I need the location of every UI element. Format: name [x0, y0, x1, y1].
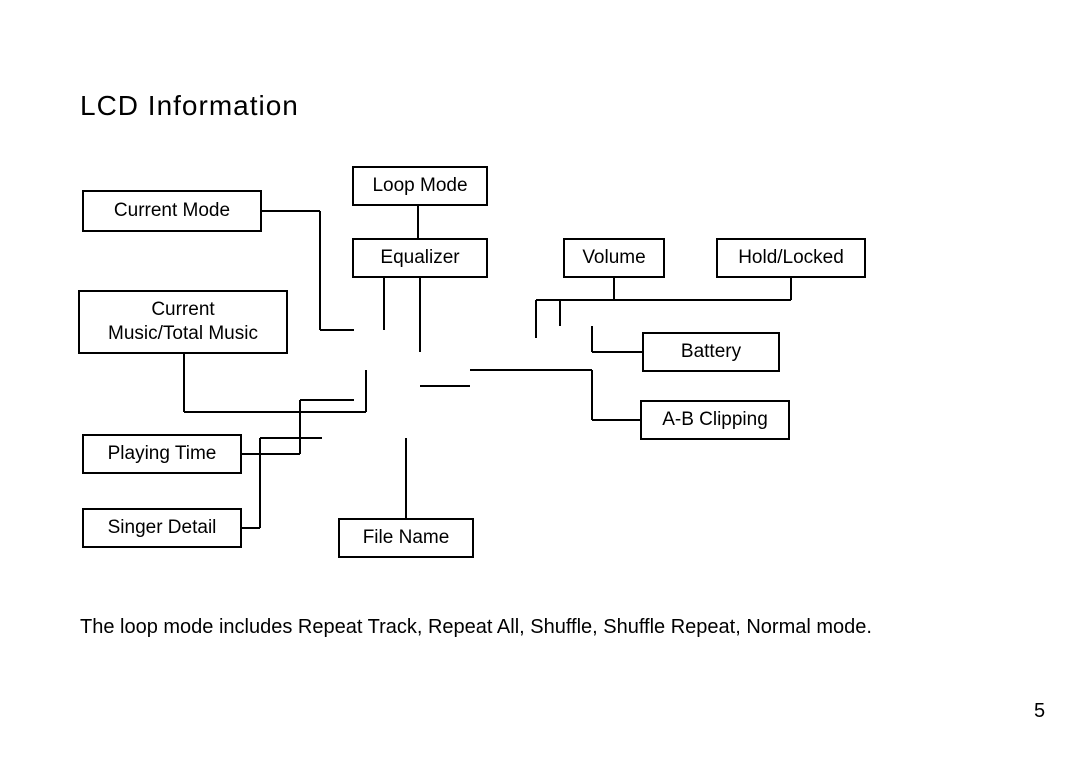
- box-label: File Name: [363, 526, 450, 550]
- box-label: Volume: [582, 246, 645, 270]
- box-current-music-total: Current Music/Total Music: [78, 290, 288, 354]
- box-label: Hold/Locked: [738, 246, 844, 270]
- box-ab-clipping: A-B Clipping: [640, 400, 790, 440]
- box-label: Singer Detail: [108, 516, 217, 540]
- footer-note: The loop mode includes Repeat Track, Rep…: [80, 616, 872, 639]
- box-volume: Volume: [563, 238, 665, 278]
- box-battery: Battery: [642, 332, 780, 372]
- box-playing-time: Playing Time: [82, 434, 242, 474]
- box-label: Current Music/Total Music: [108, 298, 258, 346]
- box-hold-locked: Hold/Locked: [716, 238, 866, 278]
- page: LCD Information Current Mode Current Mus…: [0, 0, 1080, 764]
- box-file-name: File Name: [338, 518, 474, 558]
- box-label: Current Mode: [114, 199, 230, 223]
- box-equalizer: Equalizer: [352, 238, 488, 278]
- box-label: Battery: [681, 340, 741, 364]
- box-label: Playing Time: [108, 442, 217, 466]
- box-singer-detail: Singer Detail: [82, 508, 242, 548]
- box-label: A-B Clipping: [662, 408, 768, 432]
- box-label: Loop Mode: [372, 174, 467, 198]
- box-loop-mode: Loop Mode: [352, 166, 488, 206]
- box-current-mode: Current Mode: [82, 190, 262, 232]
- box-label: Equalizer: [380, 246, 459, 270]
- page-title: LCD Information: [80, 90, 299, 122]
- page-number: 5: [1034, 700, 1045, 723]
